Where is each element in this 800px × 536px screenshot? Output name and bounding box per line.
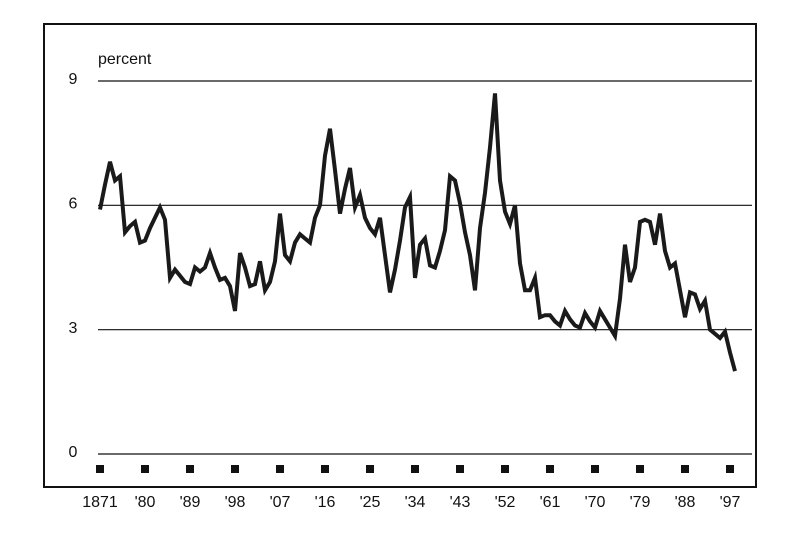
x-tick-mark	[501, 465, 509, 473]
x-tick-label: '79	[630, 494, 651, 511]
x-tick-mark	[96, 465, 104, 473]
x-tick-label: '34	[405, 494, 426, 511]
x-tick-label: '16	[315, 494, 336, 511]
x-tick-label: '25	[360, 494, 381, 511]
y-axis-label: percent	[98, 51, 152, 68]
y-tick-label: 0	[69, 444, 78, 461]
x-tick-mark	[591, 465, 599, 473]
x-tick-mark	[231, 465, 239, 473]
x-tick-mark	[141, 465, 149, 473]
x-tick-mark	[321, 465, 329, 473]
x-tick-label: '88	[675, 494, 696, 511]
y-tick-label: 9	[69, 71, 78, 88]
data-line	[98, 93, 737, 372]
x-tick-label: 1871	[82, 494, 118, 511]
x-tick-label: '89	[180, 494, 201, 511]
y-tick-label: 3	[69, 320, 78, 337]
x-tick-mark	[411, 465, 419, 473]
x-tick-mark	[546, 465, 554, 473]
x-tick-mark	[456, 465, 464, 473]
y-tick-label: 6	[69, 196, 78, 213]
x-tick-mark	[726, 465, 734, 473]
x-tick-label: '98	[225, 494, 246, 511]
plot-frame	[43, 23, 757, 488]
x-tick-mark	[186, 465, 194, 473]
x-tick-mark	[681, 465, 689, 473]
x-tick-label: '97	[720, 494, 741, 511]
x-tick-label: '61	[540, 494, 561, 511]
x-tick-label: '70	[585, 494, 606, 511]
x-tick-label: '43	[450, 494, 471, 511]
x-tick-label: '52	[495, 494, 516, 511]
x-tick-label: '80	[135, 494, 156, 511]
x-tick-mark	[276, 465, 284, 473]
x-tick-mark	[366, 465, 374, 473]
x-tick-label: '07	[270, 494, 291, 511]
x-tick-mark	[636, 465, 644, 473]
